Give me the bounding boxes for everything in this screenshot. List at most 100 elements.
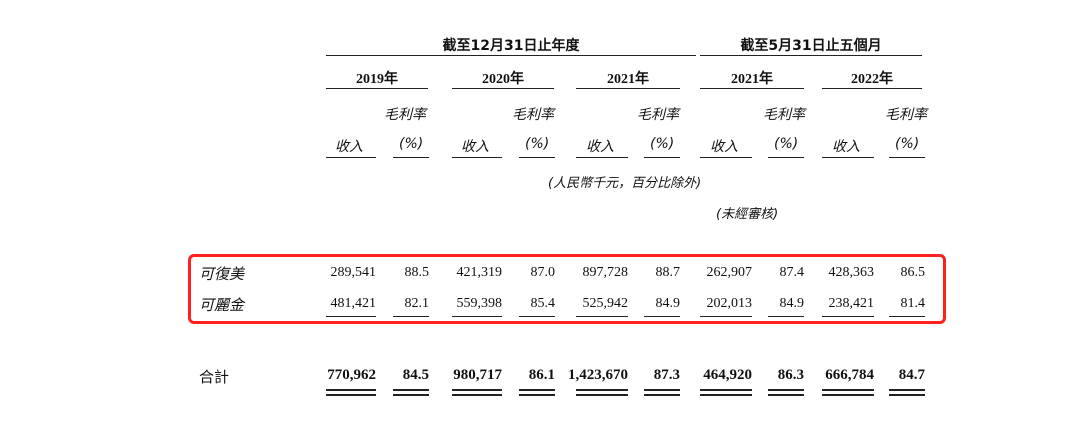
subheader-underline [393, 157, 429, 158]
total-double-underline [822, 389, 874, 391]
total-double-underline [393, 389, 429, 391]
pct-label: (%) [525, 136, 550, 152]
total-double-underline [889, 394, 925, 396]
year-underline [576, 88, 680, 89]
pct-label: (%) [774, 136, 799, 152]
total-cell: 86.1 [528, 367, 555, 383]
total-cell: 980,717 [453, 367, 502, 383]
total-cell: 666,784 [825, 367, 874, 383]
year-header-2021-5m: 2021年 [731, 72, 773, 87]
table-cell: 88.7 [655, 265, 681, 280]
revenue-label: 收入 [710, 139, 738, 155]
gross-margin-label: 毛利率 [384, 107, 426, 123]
year-header-2019: 2019年 [356, 72, 398, 87]
year-underline [326, 88, 428, 89]
year-underline [452, 88, 554, 89]
total-double-underline [768, 389, 804, 391]
revenue-label: 收入 [335, 139, 363, 155]
total-double-underline [700, 389, 752, 391]
subheader-underline [452, 157, 502, 158]
table-cell: 289,541 [330, 265, 377, 280]
revenue-label: 收入 [586, 139, 614, 155]
header-year-end-underline [326, 55, 696, 56]
table-cell: 85.4 [530, 296, 556, 311]
total-double-underline [768, 394, 804, 396]
gross-margin-label: 毛利率 [512, 107, 554, 123]
year-header-2022-5m: 2022年 [851, 72, 893, 87]
total-cell: 84.5 [402, 367, 429, 383]
header-five-months: 截至5月31日止五個月 [740, 38, 882, 54]
table-cell: 421,319 [456, 265, 503, 280]
table-cell: 86.5 [900, 265, 926, 280]
subtotal-underline [889, 316, 925, 317]
row-label-kelijin: 可麗金 [199, 296, 245, 314]
revenue-label: 收入 [832, 139, 860, 155]
subheader-underline [700, 157, 752, 158]
total-label: 合計 [199, 368, 230, 386]
subheader-underline [519, 157, 555, 158]
total-cell: 84.7 [898, 367, 925, 383]
table-cell: 525,942 [582, 296, 629, 311]
total-double-underline [326, 394, 376, 396]
table-cell: 238,421 [828, 296, 875, 311]
subtotal-underline [519, 316, 555, 317]
total-cell: 87.3 [653, 367, 680, 383]
table-cell: 559,398 [456, 296, 503, 311]
year-underline [700, 88, 804, 89]
subtotal-underline [393, 316, 429, 317]
subheader-underline [822, 157, 874, 158]
subheader-underline [326, 157, 376, 158]
table-cell: 82.1 [404, 296, 430, 311]
subheader-underline [768, 157, 804, 158]
table-cell: 84.9 [655, 296, 681, 311]
revenue-label: 收入 [461, 139, 489, 155]
total-cell: 770,962 [327, 367, 376, 383]
total-double-underline [700, 394, 752, 396]
subtotal-underline [768, 316, 804, 317]
subheader-underline [644, 157, 680, 158]
pct-label: (%) [895, 136, 920, 152]
total-cell: 1,423,670 [568, 367, 628, 383]
total-double-underline [452, 389, 502, 391]
subtotal-underline [576, 316, 628, 317]
pct-label: (%) [650, 136, 675, 152]
total-double-underline [519, 394, 555, 396]
gross-margin-label: 毛利率 [637, 107, 679, 123]
year-underline [822, 88, 922, 89]
table-cell: 88.5 [404, 265, 430, 280]
subtotal-underline [700, 316, 752, 317]
total-cell: 464,920 [703, 367, 752, 383]
table-cell: 84.9 [779, 296, 805, 311]
subtotal-underline [326, 316, 376, 317]
subheader-underline [889, 157, 925, 158]
table-cell: 81.4 [900, 296, 926, 311]
pct-label: (%) [399, 136, 424, 152]
gross-margin-label: 毛利率 [763, 107, 805, 123]
total-double-underline [393, 394, 429, 396]
total-double-underline [644, 394, 680, 396]
row-label-kefumei: 可復美 [199, 265, 245, 283]
table-cell: 897,728 [582, 265, 629, 280]
total-double-underline [889, 389, 925, 391]
total-double-underline [576, 389, 628, 391]
total-double-underline [519, 389, 555, 391]
unaudited-note: (未經審核) [716, 207, 779, 222]
subheader-underline [576, 157, 628, 158]
header-year-end: 截至12月31日止年度 [442, 38, 580, 54]
table-cell: 87.4 [779, 265, 805, 280]
year-header-2020: 2020年 [482, 72, 524, 87]
table-cell: 481,421 [330, 296, 377, 311]
subtotal-underline [644, 316, 680, 317]
subtotal-underline [452, 316, 502, 317]
highlight-box [188, 254, 946, 324]
table-cell: 262,907 [706, 265, 753, 280]
total-double-underline [452, 394, 502, 396]
total-double-underline [576, 394, 628, 396]
table-cell: 87.0 [530, 265, 556, 280]
table-cell: 428,363 [828, 265, 875, 280]
total-double-underline [644, 389, 680, 391]
subtotal-underline [822, 316, 874, 317]
header-five-months-underline [700, 55, 922, 56]
total-double-underline [326, 389, 376, 391]
total-double-underline [822, 394, 874, 396]
